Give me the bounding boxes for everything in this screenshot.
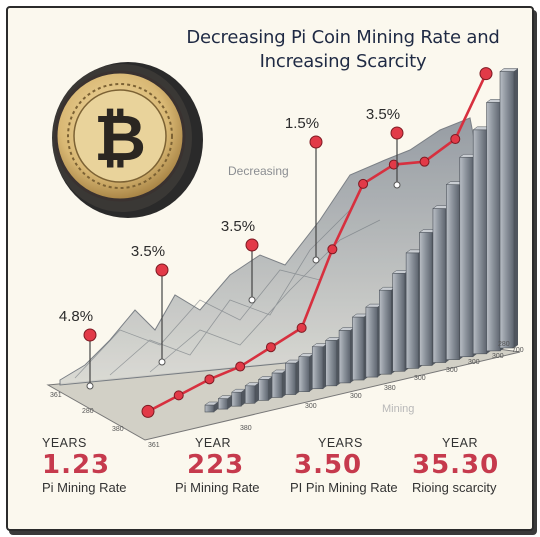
line-point-12 <box>479 67 493 81</box>
line-series <box>141 67 493 418</box>
line-point-7 <box>327 244 338 255</box>
summary-1-year: YEARS <box>42 436 87 450</box>
bar-2 <box>217 395 233 410</box>
callout-2: 3.5% <box>131 243 169 366</box>
watermark-mining: Mining <box>382 403 414 415</box>
summary-2-value: 223 <box>187 450 245 480</box>
callout-1: 4.8% <box>59 308 97 390</box>
x-tick-1: 361 <box>50 392 62 399</box>
x-tick-group: 3612803803613803003003803003003003007002… <box>50 341 524 449</box>
line-point-1 <box>141 404 155 418</box>
summary-2-label: Pi Mining Rate <box>175 480 260 495</box>
bar-5 <box>257 376 274 401</box>
x-tick-11: 300 <box>468 359 480 366</box>
bar-11 <box>338 327 356 384</box>
line-point-8 <box>358 178 369 189</box>
x-tick-4: 361 <box>148 442 160 449</box>
summary-4-label: Rioing scarcity <box>412 480 497 495</box>
x-tick-2: 280 <box>82 408 94 415</box>
x-tick-6: 300 <box>305 403 317 410</box>
summary-2: YEAR 223 Pi Mining Rate <box>175 436 260 495</box>
x-tick-13: 700 <box>512 347 524 354</box>
callout-3: 3.5% <box>221 218 259 304</box>
callout-4: 1.5% <box>285 115 323 264</box>
x-tick-14: 280 <box>498 341 510 348</box>
summary-2-year: YEAR <box>195 436 232 450</box>
summary-3-value: 3.50 <box>294 450 363 480</box>
line-point-5 <box>265 342 276 353</box>
bar-series <box>204 68 519 413</box>
line-point-10 <box>419 156 430 167</box>
x-tick-10: 300 <box>446 367 458 374</box>
line-point-9 <box>388 159 399 170</box>
bar-9 <box>311 343 328 390</box>
bar-4 <box>244 382 260 404</box>
summary-4-year: YEAR <box>442 436 479 450</box>
line-point-2 <box>173 390 184 401</box>
x-tick-3: 380 <box>112 426 124 433</box>
callout-group: 4.8% 3.5% 3.5% 1.5% 3.5% <box>59 106 404 390</box>
summary-1-value: 1.23 <box>42 450 111 480</box>
x-tick-7: 300 <box>350 393 362 400</box>
summary-4: YEAR 35.30 Rioing scarcity <box>412 436 499 495</box>
line-point-6 <box>296 322 307 333</box>
callout-label-2: 3.5% <box>131 243 165 260</box>
coin-symbol: ₿ <box>94 102 146 176</box>
annotation-decreasing: Decreasing <box>228 164 289 178</box>
callout-label-1: 4.8% <box>59 308 93 325</box>
summary-1: YEARS 1.23 Pi Mining Rate <box>42 436 127 495</box>
bar-7 <box>284 359 301 395</box>
callout-label-4: 1.5% <box>285 115 319 132</box>
callout-label-3: 3.5% <box>221 218 255 235</box>
summary-4-value: 35.30 <box>412 450 500 480</box>
chart-title: Decreasing Pi Coin Mining Rate and Incre… <box>186 27 500 72</box>
x-tick-9: 300 <box>414 375 426 382</box>
rate-line <box>147 73 488 413</box>
bar-3 <box>231 388 247 407</box>
x-tick-12: 300 <box>492 353 504 360</box>
summary-3: YEARS 3.50 PI Pin Mining Rate <box>290 436 398 495</box>
summary-3-year: YEARS <box>318 436 363 450</box>
x-tick-5: 380 <box>240 425 252 432</box>
x-tick-8: 380 <box>384 385 396 392</box>
terrain-ridge-lines <box>74 209 381 379</box>
line-point-4 <box>235 361 246 372</box>
bar-8 <box>298 353 315 392</box>
line-point-11 <box>450 134 461 145</box>
line-point-3 <box>204 374 215 385</box>
callout-5: 3.5% <box>366 106 404 189</box>
summary-1-label: Pi Mining Rate <box>42 480 127 495</box>
bar-10 <box>324 337 342 387</box>
callout-label-5: 3.5% <box>366 106 400 123</box>
bar-6 <box>271 369 287 398</box>
summary-3-label: PI Pin Mining Rate <box>290 480 398 495</box>
bar-23 <box>499 68 519 349</box>
bitcoin-coin-icon: ₿ <box>52 62 203 218</box>
bar-1 <box>204 401 219 413</box>
